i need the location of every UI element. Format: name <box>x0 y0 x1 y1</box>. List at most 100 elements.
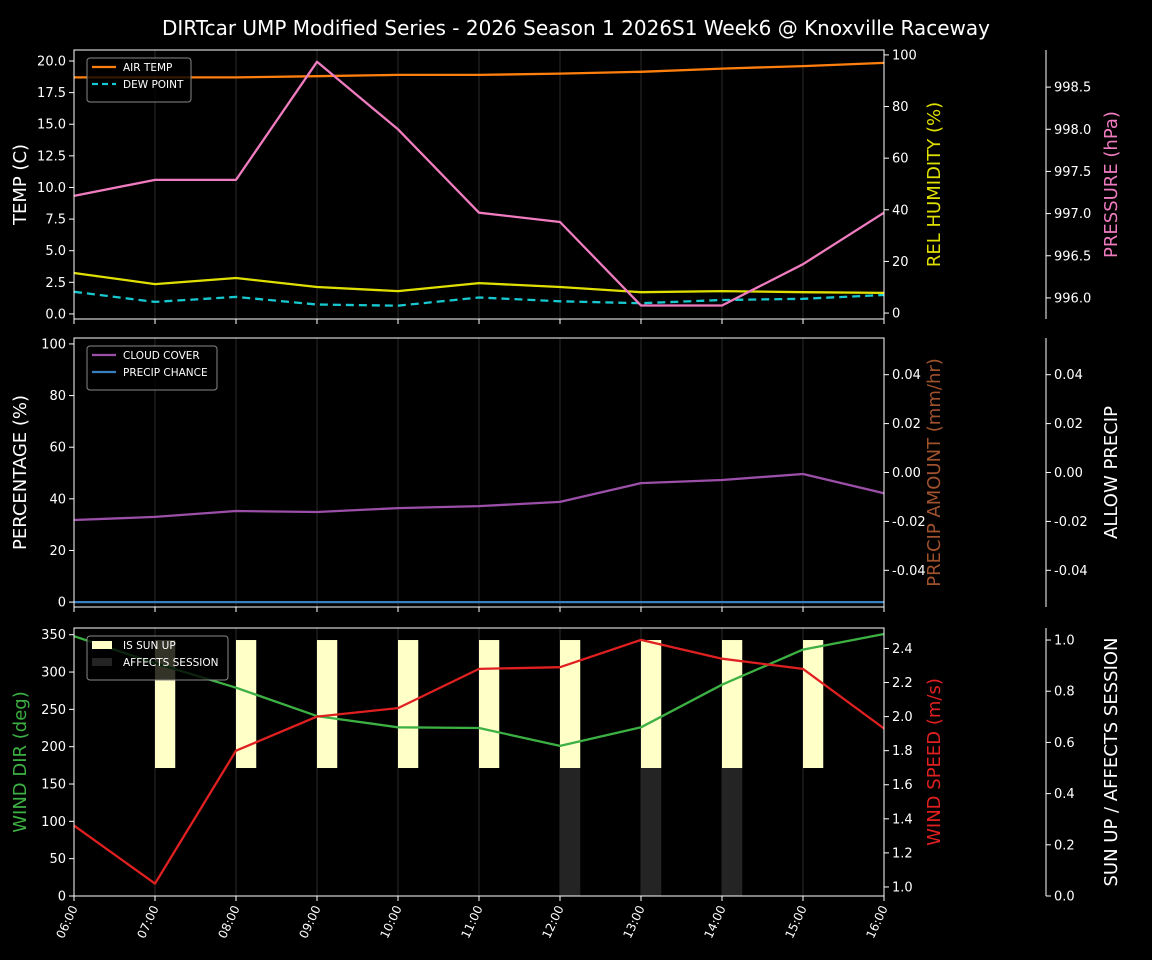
legend-frame <box>86 345 218 391</box>
legend-label: CLOUD COVER <box>123 350 200 362</box>
y-tick-label: 0 <box>58 890 66 905</box>
y-tick-label: 996.5 <box>1054 249 1091 264</box>
y-tick-label: 2.5 <box>45 276 66 291</box>
y-axis-label: PERCENTAGE (%) <box>10 395 31 550</box>
panel-3: 06:00 07:00 08:00 09:00 10:00 11:00 12:00 13:00… <box>10 627 1122 941</box>
x-tick-label: 07:00 <box>134 903 161 940</box>
legend-label: DEW POINT <box>123 79 184 91</box>
x-tick-label: 08:00 <box>215 903 242 940</box>
y-axis-label: WIND DIR (deg) <box>10 691 31 833</box>
y-tick-label: 15.0 <box>37 118 66 133</box>
y-axis-label: TEMP (C) <box>10 144 31 226</box>
y-tick-label: 0.4 <box>1054 787 1075 802</box>
legend-label: IS SUN UP <box>123 640 176 652</box>
y-tick-label: 100 <box>41 815 66 830</box>
legend-frame <box>86 635 229 681</box>
x-tick-label: 15:00 <box>782 903 809 940</box>
legend: CLOUD COVER PRECIP CHANCE <box>86 345 218 391</box>
legend: IS SUN UP AFFECTS SESSION <box>86 635 229 681</box>
legend: AIR TEMP DEW POINT <box>86 57 192 103</box>
y-axis-label: REL HUMIDITY (%) <box>924 102 945 267</box>
y-tick-label: 0.00 <box>892 466 921 481</box>
y-tick-label: 7.5 <box>45 213 66 228</box>
y-tick-label: 2.2 <box>892 676 913 691</box>
bar-affects-session <box>560 768 581 896</box>
y-tick-label: 20 <box>892 255 909 270</box>
bar-is-sun-up <box>317 640 338 769</box>
series-line-1 <box>73 638 885 885</box>
y-tick-label: 80 <box>892 100 909 115</box>
series-line-cloud-cover <box>73 472 885 522</box>
y-tick-label: 998.5 <box>1054 81 1091 96</box>
y-tick-label: 20 <box>49 544 66 559</box>
y-tick-label: 0.04 <box>892 368 921 383</box>
bar-is-sun-up <box>641 640 662 769</box>
legend-swatch <box>92 641 112 649</box>
x-tick-label: 12:00 <box>539 903 566 940</box>
y-tick-label: 997.0 <box>1054 207 1091 222</box>
y-tick-label: 2.0 <box>892 710 913 725</box>
y-tick-label: 350 <box>41 628 66 643</box>
y-tick-label: 100 <box>41 337 66 352</box>
bar-is-sun-up <box>479 640 500 769</box>
y-tick-label: 1.6 <box>892 778 913 793</box>
y-axis-label: PRESSURE (hPa) <box>1101 111 1122 258</box>
y-tick-label: 250 <box>41 703 66 718</box>
bar-affects-session <box>641 768 662 896</box>
y-tick-label: 1.2 <box>892 846 913 861</box>
y-tick-label: 0.0 <box>1054 890 1075 905</box>
y-tick-label: 12.5 <box>37 149 66 164</box>
y-tick-label: 2.4 <box>892 642 913 657</box>
legend-swatch <box>92 658 112 666</box>
y-tick-label: 1.0 <box>1054 634 1075 649</box>
y-tick-label: 1.0 <box>892 880 913 895</box>
y-tick-label: 0.00 <box>1054 466 1083 481</box>
y-tick-label: 0.02 <box>1054 417 1083 432</box>
y-tick-label: 996.0 <box>1054 291 1091 306</box>
y-tick-label: 0.02 <box>892 417 921 432</box>
y-tick-label: 80 <box>49 389 66 404</box>
y-tick-label: 997.5 <box>1054 165 1091 180</box>
panel-1: 0.0 2.5 5.0 7.5 10.0 12.5 15.0 17.5 20.0 TEMP (C)… <box>10 48 1122 324</box>
y-tick-label: 0 <box>892 307 900 322</box>
chart-title: DIRTcar UMP Modified Series - 2026 Seaso… <box>162 16 990 40</box>
x-tick-label: 13:00 <box>620 903 647 940</box>
x-tick-label: 09:00 <box>296 903 323 940</box>
series-line-3 <box>73 60 885 307</box>
bar-is-sun-up <box>236 640 257 769</box>
legend-label: AIR TEMP <box>123 62 172 74</box>
y-tick-label: 1.4 <box>892 812 913 827</box>
y-tick-label: 100 <box>892 48 917 63</box>
legend-label: PRECIP CHANCE <box>123 367 208 379</box>
y-tick-label: -0.04 <box>892 564 926 579</box>
x-tick-label: 11:00 <box>458 903 485 940</box>
y-tick-label: 0.6 <box>1054 736 1075 751</box>
y-axis-label: PRECIP AMOUNT (mm/hr) <box>924 358 945 587</box>
y-tick-label: 0.04 <box>1054 368 1083 383</box>
y-tick-label: 998.0 <box>1054 123 1091 138</box>
bar-is-sun-up <box>560 640 581 769</box>
series-line-air-temp <box>74 61 885 79</box>
y-tick-label: -0.04 <box>1054 564 1088 579</box>
legend-label: AFFECTS SESSION <box>123 657 219 669</box>
y-tick-label: 60 <box>49 441 66 456</box>
y-tick-label: 300 <box>41 666 66 681</box>
y-tick-label: 40 <box>892 203 909 218</box>
y-tick-label: 17.5 <box>37 86 66 101</box>
x-tick-label: 06:00 <box>53 903 80 940</box>
y-tick-label: 10.0 <box>37 181 66 196</box>
x-tick-label: 10:00 <box>377 903 404 940</box>
y-tick-label: 1.8 <box>892 744 913 759</box>
y-tick-label: 5.0 <box>45 244 66 259</box>
y-tick-label: 60 <box>892 152 909 167</box>
y-axis-label: SUN UP / AFFECTS SESSION <box>1101 637 1122 886</box>
y-tick-label: 200 <box>41 740 66 755</box>
y-tick-label: 0.0 <box>45 307 66 322</box>
bar-affects-session <box>722 768 743 896</box>
y-tick-label: 50 <box>49 852 66 867</box>
y-tick-label: 20.0 <box>37 55 66 70</box>
y-tick-label: -0.02 <box>1054 515 1088 530</box>
series-line-dew-point <box>73 290 885 307</box>
panel-2: 0 20 40 60 80 100 PERCENTAGE (%) -0.04 -0.02 0.00… <box>10 337 1122 612</box>
